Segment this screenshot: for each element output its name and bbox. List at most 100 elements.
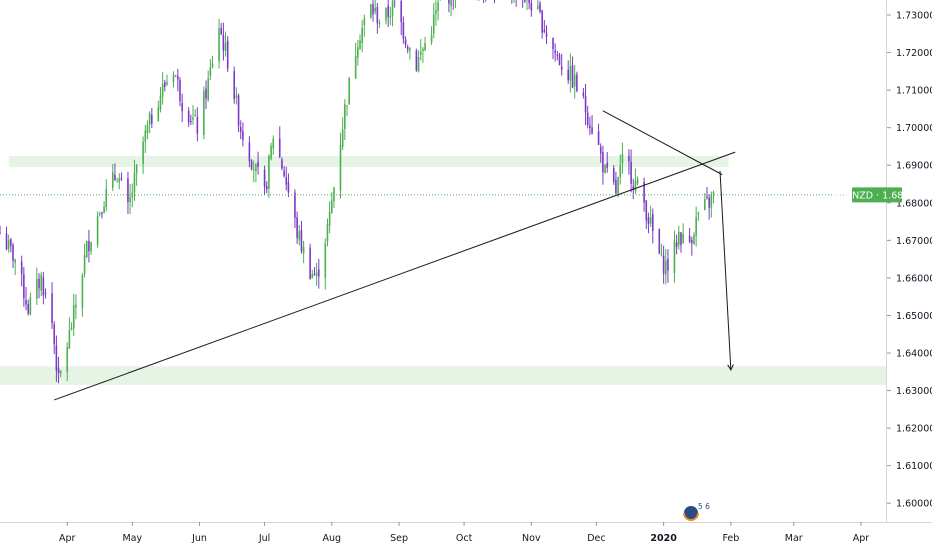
candle-body: [586, 112, 589, 126]
candle-body: [415, 50, 418, 71]
time-tick-label: Apr: [59, 533, 76, 544]
candle-body: [70, 328, 73, 330]
candle-body: [181, 103, 183, 112]
candle-body: [361, 27, 363, 44]
time-tick-label: Dec: [587, 533, 605, 544]
candle-body: [688, 235, 691, 242]
candle-body: [615, 179, 617, 194]
candle-body: [296, 217, 298, 238]
price-axis-background: [887, 0, 932, 522]
time-axis-ticks: Apr May Jun Jul Aug Sep Oct Nov Dec 2020 Feb Mar Apr: [59, 522, 869, 544]
price-tick-label: 1.67000: [896, 236, 932, 247]
candle-body: [209, 67, 212, 76]
candle-body: [98, 213, 101, 215]
candle-body: [172, 74, 175, 83]
candle-body: [569, 66, 572, 81]
candle-body: [281, 159, 283, 169]
candle-body: [177, 76, 179, 80]
candle-body: [630, 161, 632, 184]
candle-body: [220, 27, 223, 35]
candle-body: [432, 14, 435, 34]
candle-body: [344, 104, 346, 129]
price-axis[interactable]: 1.73000 1.72000 1.71000 1.70000 1.69000 1.680…: [833, 0, 932, 522]
candle-body: [617, 176, 619, 194]
candlestick-series: [0, 0, 715, 384]
trendline-2[interactable]: [602, 110, 723, 176]
zone-2: [0, 366, 887, 385]
trendline-drawings[interactable]: [54, 110, 736, 401]
candle-body: [205, 88, 207, 99]
candle-body: [357, 47, 359, 58]
candle-body: [612, 168, 615, 182]
logo-text: 5 6: [698, 502, 710, 511]
candle-body: [313, 274, 316, 276]
candle-body: [348, 77, 350, 105]
price-tick-label: 1.72000: [896, 48, 932, 59]
candle-body: [218, 28, 220, 62]
price-tag-label: EURNZD · 1.68212: [833, 190, 922, 201]
candle-body: [68, 329, 71, 349]
price-tag: EURNZD · 1.68212: [833, 187, 922, 203]
candle-body: [302, 246, 305, 254]
candle-body: [270, 145, 272, 159]
candle-body: [196, 116, 199, 134]
time-axis-background: [0, 522, 932, 550]
candle-body: [116, 181, 118, 183]
candle-body: [317, 269, 320, 277]
candle-body: [146, 125, 149, 133]
candle-body: [693, 234, 695, 245]
candle-body: [584, 95, 587, 113]
candle-body: [378, 22, 381, 24]
candle-body: [552, 38, 554, 50]
candle-body: [530, 3, 533, 11]
time-tick-label: Jul: [258, 533, 270, 544]
candle-body: [90, 242, 92, 252]
candle-body: [324, 243, 327, 278]
logo-circle: [684, 506, 698, 520]
candle-body: [370, 4, 372, 18]
candle-body: [88, 240, 90, 252]
candle-body: [346, 105, 348, 107]
candle-body: [704, 199, 706, 211]
candle-body: [222, 34, 225, 51]
candle-body: [424, 43, 426, 51]
candle-body: [224, 42, 227, 51]
candle-body: [237, 95, 240, 126]
candle-body: [636, 179, 639, 184]
candle-body: [285, 177, 288, 185]
candle-body: [14, 259, 16, 263]
price-tick-label: 1.64000: [896, 349, 932, 360]
candle-body: [560, 66, 563, 70]
candle-body: [422, 48, 424, 51]
candle-body: [678, 231, 680, 245]
candle-body: [680, 232, 682, 246]
candle-body: [632, 186, 635, 190]
candle-body: [543, 30, 546, 33]
candle-body: [7, 240, 10, 249]
tradingview-logo: 5 6: [683, 502, 710, 521]
candle-body: [129, 196, 131, 203]
time-tick-label: Apr: [853, 533, 870, 544]
candle-body: [404, 39, 407, 45]
trendline-1[interactable]: [54, 151, 736, 401]
time-axis[interactable]: Apr May Jun Jul Aug Sep Oct Nov Dec 2020 Feb Mar Apr: [0, 522, 932, 550]
candle-body: [597, 131, 600, 145]
candle-body: [81, 275, 84, 308]
candle-body: [387, 5, 389, 17]
time-tick-label: Sep: [390, 533, 408, 544]
candle-body: [148, 113, 151, 125]
forecast-arrow-line[interactable]: [719, 170, 732, 370]
candle-body: [662, 255, 665, 274]
candle-body: [591, 127, 593, 134]
candle-body: [389, 16, 392, 18]
candle-body: [36, 279, 38, 299]
candle-body: [448, 0, 450, 4]
price-axis-ticks: 1.73000 1.72000 1.71000 1.70000 1.69000 1.680…: [887, 11, 932, 510]
price-tick-label: 1.73000: [896, 11, 932, 22]
candle-body: [105, 188, 108, 207]
candle-body: [29, 297, 32, 315]
candle-body: [27, 304, 29, 314]
candle-body: [10, 239, 12, 246]
